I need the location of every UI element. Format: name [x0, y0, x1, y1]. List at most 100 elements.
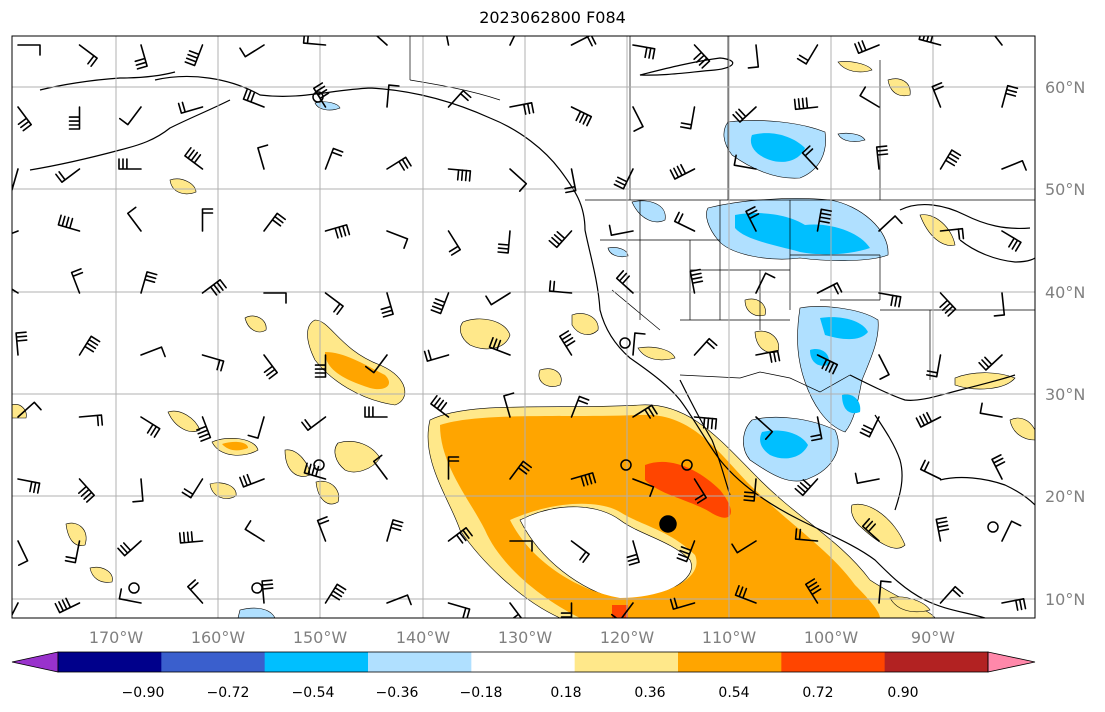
map-title: 2023062800 F084 — [479, 8, 626, 27]
wind-barb — [794, 528, 819, 542]
wind-barb — [301, 416, 327, 431]
wind-barb — [548, 230, 573, 249]
wind-barb — [17, 44, 41, 56]
lat-tick-label: 20°N — [1045, 487, 1085, 506]
wind-barb — [926, 354, 942, 378]
colorbar-extension-high — [987, 651, 1036, 673]
wind-barb — [263, 292, 287, 304]
wind-barb — [244, 520, 265, 542]
wind-barb — [810, 416, 823, 442]
lon-tick-label: 90°W — [911, 628, 955, 647]
lat-tick-labels: 60°N 50°N 40°N 30°N 20°N 10°N — [1045, 78, 1085, 609]
wind-barb — [314, 354, 327, 378]
wind-barb — [509, 102, 535, 115]
wind-barb — [796, 44, 819, 65]
wind-barb — [993, 292, 1006, 317]
wind-barb — [805, 578, 822, 604]
wind-barb — [57, 214, 81, 232]
wind-barb — [854, 472, 880, 484]
wind-barb — [239, 44, 265, 58]
positive-shading — [12, 61, 1035, 618]
wind-barb — [939, 149, 962, 170]
wind-barb — [55, 168, 81, 183]
wind-barb — [178, 531, 204, 544]
wind-barb — [509, 540, 533, 552]
wind-barb — [117, 540, 142, 557]
wind-barb — [17, 106, 32, 132]
wind-barb — [140, 271, 158, 294]
graticule — [12, 36, 1035, 618]
colorbar-extension-low — [11, 651, 59, 673]
colorbar-tick-label: 0.18 — [550, 685, 581, 701]
wind-barb — [447, 527, 473, 544]
wind-barb — [743, 478, 757, 502]
wind-barb — [68, 106, 81, 130]
wind-barb — [373, 454, 388, 480]
wind-barb — [488, 337, 511, 356]
wind-barb — [859, 416, 880, 438]
wind-barb — [693, 337, 718, 356]
colorbar-tick-label: −0.90 — [122, 685, 165, 701]
wind-barb — [78, 414, 104, 427]
wind-barb — [324, 147, 344, 170]
wind-barb — [118, 158, 142, 170]
wind-barb — [632, 106, 644, 132]
wind-barb — [939, 292, 957, 317]
wind-barb — [939, 585, 964, 604]
wind-barb — [878, 580, 892, 604]
wind-barb — [12, 230, 19, 235]
wind-barb — [386, 230, 409, 249]
lat-tick-label: 60°N — [1045, 78, 1085, 97]
wind-barb — [364, 406, 388, 418]
wind-barb — [447, 602, 471, 618]
wind-barb — [793, 97, 819, 111]
colorbar-tick-label: −0.54 — [292, 685, 335, 701]
colorbar-segment — [161, 652, 266, 672]
wind-barb — [54, 597, 81, 614]
wind-barb — [118, 588, 142, 604]
wind-barb — [12, 288, 19, 294]
wind-barb — [669, 597, 696, 610]
colorbar-segment — [678, 652, 782, 672]
wind-barb — [673, 211, 696, 232]
colorbar-segment — [574, 652, 679, 672]
wind-barb — [201, 354, 225, 372]
wind-barb — [324, 583, 347, 604]
wind-barb — [196, 416, 212, 442]
wind-barb — [755, 416, 774, 440]
wind-barb — [979, 402, 1003, 418]
wind-barb — [859, 86, 880, 108]
colorbar-segment — [781, 652, 886, 672]
wind-barb — [878, 215, 903, 232]
wind-barb — [140, 346, 166, 358]
wind-barb — [447, 456, 460, 480]
wind-barb — [430, 395, 450, 418]
wind-barb — [497, 230, 511, 254]
wind-barb — [861, 518, 880, 542]
wind-barb — [134, 44, 148, 70]
wind-barb — [816, 354, 839, 375]
lon-tick-label: 150°W — [293, 628, 348, 647]
colorbar-segment — [471, 652, 576, 672]
wind-barb — [1001, 160, 1027, 171]
wind-barb — [201, 279, 227, 296]
wind-barb — [632, 44, 656, 60]
wind-barb — [12, 168, 19, 191]
wind-barb — [242, 89, 265, 108]
wind-barb — [447, 230, 461, 256]
colorbar-tick-label: 0.36 — [634, 685, 665, 701]
colorbar-tick-label: −0.36 — [376, 685, 419, 701]
wind-barb — [915, 411, 942, 428]
wind-barb — [978, 354, 1003, 371]
lon-tick-label: 140°W — [396, 628, 451, 647]
wind-barb — [184, 44, 204, 67]
lat-tick-label: 30°N — [1045, 385, 1085, 404]
wind-barb — [560, 602, 573, 618]
wind-barb — [564, 168, 577, 194]
station-markers — [128, 91, 999, 594]
wind-barb — [78, 44, 98, 67]
colorbar-tick-label: −0.18 — [460, 685, 503, 701]
wind-barb — [127, 206, 142, 232]
colorbar-tick-label: 0.90 — [887, 685, 918, 701]
